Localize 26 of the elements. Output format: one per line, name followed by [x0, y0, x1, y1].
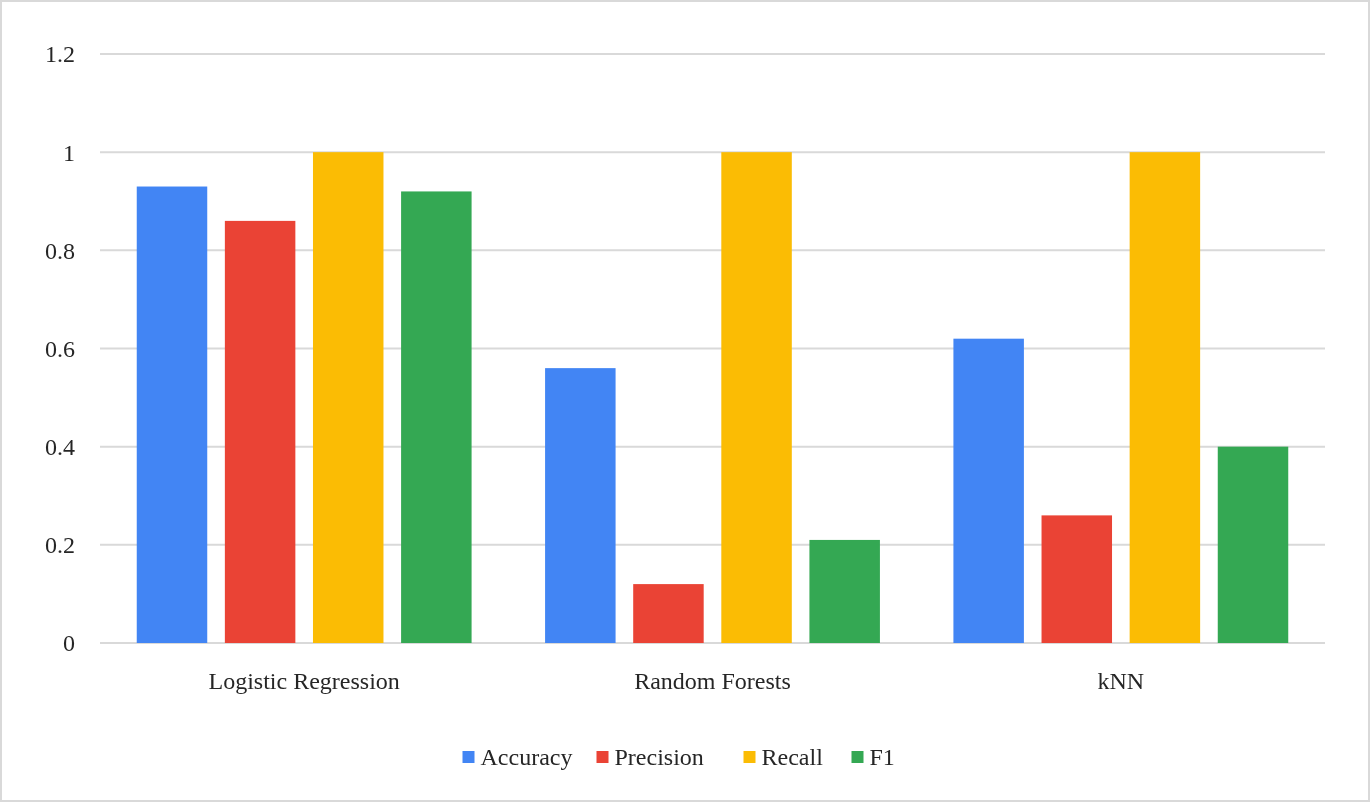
y-tick-label: 0.6: [45, 335, 75, 362]
bar: [224, 220, 296, 643]
y-tick-label: 1: [63, 139, 75, 166]
bar: [312, 152, 384, 643]
y-tick-label: 0: [63, 630, 75, 657]
legend-label: Precision: [614, 744, 704, 771]
bar: [1129, 152, 1201, 643]
bar: [136, 186, 208, 643]
legend-label: F1: [869, 744, 895, 771]
legend-label: Accuracy: [480, 744, 573, 771]
bar: [721, 152, 792, 643]
legend-label: Recall: [761, 744, 824, 771]
x-tick-label: Logistic Regression: [208, 668, 400, 694]
bar: [1217, 446, 1289, 643]
bar: [809, 539, 880, 643]
bar: [1041, 515, 1113, 643]
bar: [545, 368, 616, 643]
x-tick-label: Random Forests: [634, 668, 791, 694]
y-tick-label: 1.2: [45, 41, 75, 68]
bar: [633, 584, 704, 643]
bar: [401, 191, 472, 643]
y-tick-label: 0.4: [45, 434, 75, 461]
y-tick-label: 0.2: [45, 532, 75, 559]
y-tick-label: 0.8: [45, 237, 75, 264]
x-tick-label: kNN: [1097, 668, 1145, 694]
bar: [953, 338, 1024, 643]
